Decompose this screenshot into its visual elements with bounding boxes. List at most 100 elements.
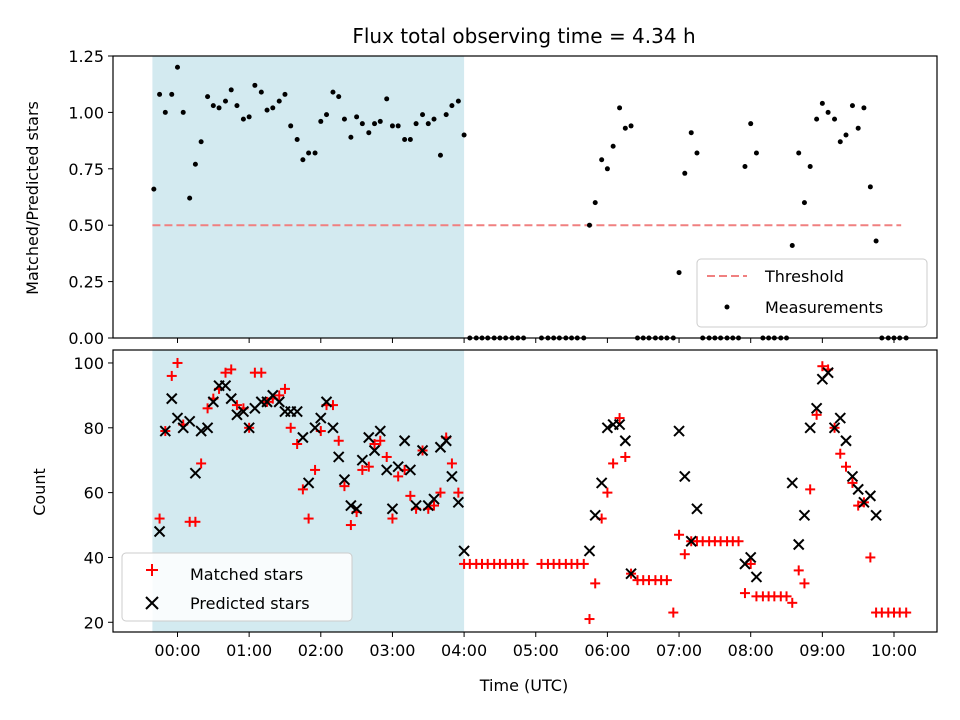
y-tick-label: 0.25	[68, 273, 104, 292]
matched-star-point	[739, 588, 750, 599]
matched-star-point	[835, 448, 846, 459]
predicted-star-point	[595, 477, 608, 489]
y-tick-label: 1.00	[68, 103, 104, 122]
matched-star-point	[190, 516, 201, 527]
matched-star-point	[668, 607, 679, 618]
matched-star-point	[453, 487, 464, 498]
measurement-point	[336, 94, 342, 100]
x-tick-label: 07:00	[656, 641, 702, 660]
measurement-point	[682, 170, 688, 176]
measurement-point	[586, 222, 592, 228]
predicted-star-point	[237, 405, 250, 418]
measurement-point	[461, 132, 467, 138]
measurement-point	[676, 270, 682, 276]
count-legend: Matched stars Predicted stars	[121, 552, 353, 622]
predicted-star-point	[183, 415, 196, 428]
matched-star-point	[405, 490, 416, 501]
matched-star-point	[333, 435, 344, 446]
measurement-point	[628, 123, 634, 129]
predicted-star-point	[673, 425, 685, 437]
matched-star-point	[154, 513, 165, 524]
measurement-point	[604, 166, 610, 172]
matched-star-point	[841, 461, 852, 472]
x-axis-label: Time (UTC)	[479, 676, 568, 695]
matched-star-point	[231, 400, 242, 411]
ratio-panel-frame	[112, 55, 938, 339]
measurement-point	[174, 64, 180, 70]
matched-star-point	[865, 552, 876, 563]
ratio-legend: Threshold Measurements	[696, 258, 928, 328]
predicted-star-point	[452, 496, 465, 509]
predicted-star-point	[458, 545, 470, 557]
y-tick-label: 80	[84, 419, 104, 438]
matched-star-point	[393, 471, 404, 482]
matched-star-point	[518, 558, 529, 569]
measurement-point	[258, 89, 264, 95]
measurement-point	[366, 130, 372, 136]
predicted-star-point	[822, 366, 834, 379]
matched-star-point	[279, 383, 290, 394]
predicted-star-point	[679, 470, 691, 483]
measurement-point	[330, 89, 336, 95]
measurement-point	[807, 164, 813, 170]
measurement-point	[151, 186, 157, 192]
predicted-star-point	[381, 464, 393, 476]
measurement-point	[318, 118, 324, 124]
measurement-point	[688, 130, 694, 136]
measurement-point	[814, 116, 820, 122]
matched-star-point	[578, 558, 589, 569]
measurement-point	[312, 150, 318, 156]
predicted-star-point	[189, 467, 202, 479]
matched-star-point	[172, 357, 183, 368]
matched-star-point	[369, 439, 380, 449]
matched-star-point	[357, 464, 368, 475]
matched-star-point	[733, 536, 744, 547]
measurement-point	[825, 109, 831, 115]
measurement-point	[234, 103, 240, 109]
chart-title: Flux total observing time = 4.34 h	[352, 24, 695, 48]
legend-predicted-label: Predicted stars	[190, 594, 310, 613]
measurement-point	[384, 96, 390, 102]
predicted-star-point	[338, 473, 351, 486]
x-tick-label: 02:00	[298, 641, 344, 660]
predicted-star-point	[345, 499, 357, 512]
measurement-point	[252, 82, 258, 88]
predicted-star-point	[297, 431, 309, 444]
predicted-star-point	[398, 435, 411, 447]
matched-star-point	[799, 578, 810, 589]
predicted-star-point	[302, 477, 315, 489]
matched-star-point	[375, 435, 386, 446]
predicted-star-point	[589, 509, 601, 522]
predicted-star-point	[166, 392, 178, 405]
matched-star-point	[805, 484, 816, 495]
measurement-point	[180, 109, 186, 115]
measurement-point	[288, 123, 294, 129]
predicted-star-point	[350, 503, 363, 515]
matched-star-point	[787, 597, 798, 608]
y-tick-label: 0.00	[68, 329, 104, 348]
predicted-star-point	[446, 470, 458, 483]
ratio-y-axis-label: Matched/Predicted stars	[23, 101, 42, 295]
matched-star-point	[608, 458, 619, 469]
predicted-star-point	[356, 454, 369, 466]
x-tick-label: 10:00	[871, 641, 917, 660]
observing-window-shade	[152, 56, 465, 338]
predicted-star-point	[231, 409, 243, 421]
measurement-point	[437, 152, 443, 158]
measurement-point	[157, 91, 163, 97]
predicted-star-point	[828, 422, 841, 434]
measurement-point	[341, 116, 347, 122]
matched-star-point	[429, 500, 440, 511]
matched-star-point	[292, 439, 303, 449]
x-tick-label: 06:00	[584, 641, 630, 660]
matched-star-point	[602, 487, 613, 498]
predicted-star-point	[798, 509, 811, 522]
measurement-point	[610, 143, 616, 149]
measurement-point	[294, 136, 300, 142]
measurement-point	[837, 139, 843, 145]
measurement-point	[592, 200, 598, 206]
predicted-star-point	[846, 470, 859, 483]
predicted-star-point	[601, 422, 614, 434]
matched-star-point	[339, 481, 350, 492]
measurement-point	[801, 200, 807, 206]
